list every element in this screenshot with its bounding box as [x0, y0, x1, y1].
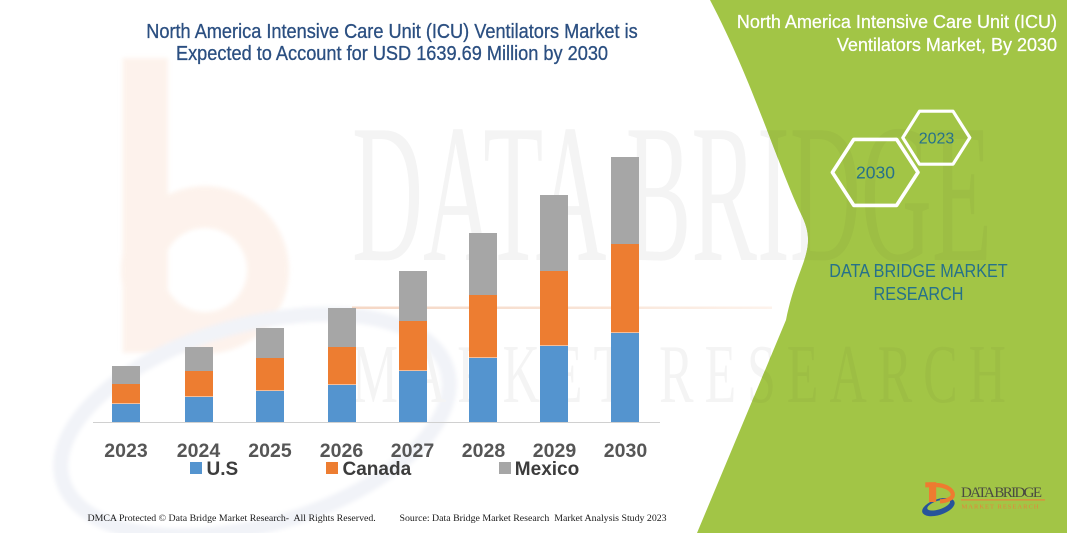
svg-text:2030: 2030	[856, 163, 895, 183]
svg-text:DATA BRIDGE: DATA BRIDGE	[961, 485, 1042, 501]
svg-text:2023: 2023	[919, 131, 955, 148]
svg-text:MARKET RESEARCH: MARKET RESEARCH	[962, 503, 1042, 510]
